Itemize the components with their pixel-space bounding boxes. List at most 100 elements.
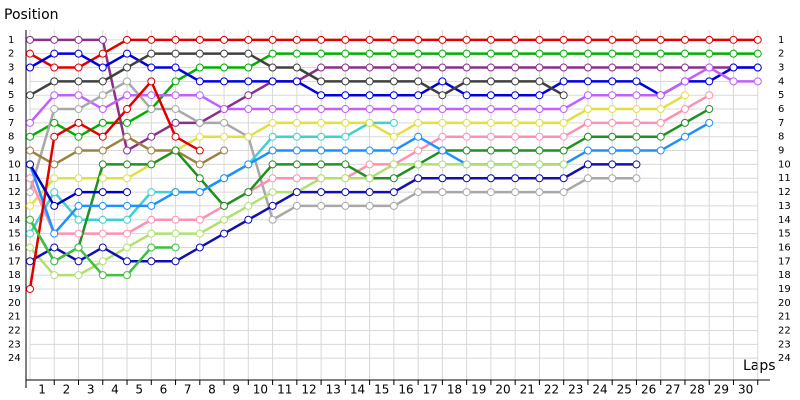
lap-point [26,284,34,293]
lap-point [414,188,423,197]
lap-point [98,49,107,58]
lap-point [341,105,350,114]
lap-point [74,63,83,72]
lap-point [414,91,423,100]
lap-point [511,188,520,197]
lap-point [244,188,253,197]
lap-point [462,118,471,127]
lap-point [414,35,423,44]
lap-point [171,257,180,266]
lap-point [511,91,520,100]
y-tick-label-right: 19 [778,284,791,295]
y-tick-label-right: 23 [778,339,791,350]
lap-point [753,63,762,72]
lap-point [608,63,617,72]
lap-point [414,174,423,183]
lap-point [147,35,156,44]
lap-point [171,215,180,224]
lap-point [74,174,83,183]
lap-point [535,132,544,141]
y-tick-label-right: 2 [778,49,784,60]
lap-point [195,35,204,44]
lap-point [583,63,592,72]
lap-point [414,118,423,127]
lap-point [292,132,301,141]
lap-point [389,35,398,44]
lap-point [632,77,641,86]
lap-point [656,91,665,100]
lap-point [438,77,447,86]
lap-point [50,229,59,238]
lap-point [195,91,204,100]
lap-point [292,105,301,114]
y-tick-label-right: 11 [778,173,791,184]
lap-point [268,118,277,127]
lap-point [438,188,447,197]
lap-point [341,146,350,155]
lap-point [123,118,132,127]
lap-point [729,77,738,86]
lap-point [511,118,520,127]
x-tick-label: 8 [208,383,216,397]
lap-point [220,118,229,127]
lines [26,35,762,293]
y-tick-label-right: 4 [778,76,784,87]
lap-point [26,63,34,72]
y-tick-label-right: 21 [778,312,791,323]
lap-point [365,188,374,197]
y-tick-label: 1 [8,35,14,46]
x-tick-label: 27 [665,383,680,397]
lap-point [680,118,689,127]
y-tick-label: 2 [8,49,14,60]
lap-point [292,77,301,86]
lap-point [583,91,592,100]
y-tick-label: 13 [8,201,21,212]
lap-point [123,91,132,100]
lap-point [74,77,83,86]
lap-point [74,257,83,266]
lap-point [195,63,204,72]
lap-point [74,35,83,44]
lap-point [438,91,447,100]
y-tick-label-right: 7 [778,118,784,129]
lap-point [462,174,471,183]
lap-point [171,229,180,238]
lap-point [50,49,59,58]
lap-point [729,63,738,72]
lap-point [26,215,34,224]
lap-point [559,118,568,127]
lap-point [511,160,520,169]
lap-point [438,160,447,169]
y-tick-label-right: 10 [778,159,791,170]
lap-point [171,105,180,114]
lap-point [341,63,350,72]
lap-point [535,105,544,114]
y-tick-label-right: 1 [778,35,784,46]
lap-point [462,132,471,141]
x-tick-label: 14 [350,383,365,397]
lap-point [244,63,253,72]
lap-point [608,77,617,86]
y-tick-label-right: 24 [778,353,791,364]
series-line [28,80,201,290]
lap-point [705,91,714,100]
lap-point [74,243,83,252]
lap-point [486,49,495,58]
lap-point [123,35,132,44]
lap-point [268,160,277,169]
lap-point [26,49,34,58]
lap-point [220,105,229,114]
lap-point [438,49,447,58]
lap-point [123,132,132,141]
y-tick-label: 21 [8,312,21,323]
lap-point [26,132,34,141]
lap-point [171,146,180,155]
lap-point [268,188,277,197]
lap-point [608,91,617,100]
lap-point [365,160,374,169]
lap-point [341,77,350,86]
lap-point [74,188,83,197]
lap-point [535,77,544,86]
lap-point [365,49,374,58]
